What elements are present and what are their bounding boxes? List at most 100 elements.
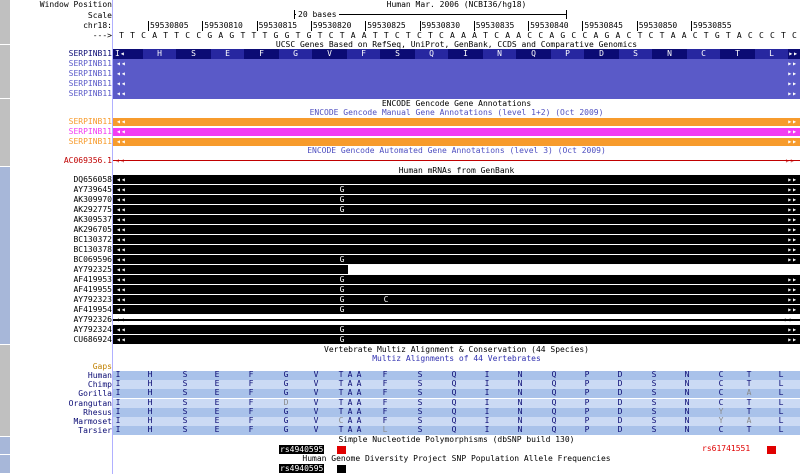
mrna-bar[interactable]: ◂◂ ▸▸ [113, 255, 800, 264]
ucsc-genes-title: UCSC Genes Based on RefSeq, UniProt, Gen… [275, 40, 638, 49]
aligned-residue: S [651, 370, 657, 379]
mrna-label[interactable]: AF419954 [73, 305, 112, 314]
mrna-label[interactable]: AY792325 [73, 265, 112, 274]
species-label[interactable]: Tarsier [78, 426, 112, 436]
ucsc-gene-alt-bar[interactable]: ◂◂ ▸▸ [113, 59, 800, 69]
gencode-manual-bar[interactable]: ◂◂ ▸▸ [113, 128, 800, 136]
species-label[interactable]: Gorilla [78, 389, 112, 399]
aligned-residue: T [746, 425, 752, 435]
ucsc-gene-main-bar[interactable]: I◂ ▸▸ H S E F G V F S Q I N Q P D S N C T L [113, 49, 800, 59]
mrna-bar[interactable]: ◂◂ ▸▸ [113, 185, 800, 194]
aligned-residue: F [248, 416, 254, 425]
mrna-bar[interactable]: ◂◂ ▸▸ [113, 245, 800, 254]
ucsc-gene-label[interactable]: SERPINB11 [68, 59, 112, 68]
aligned-residue: S [182, 388, 188, 398]
mrna-label[interactable]: AY792326 [73, 315, 112, 324]
ucsc-gene-label[interactable]: SERPINB11 [68, 69, 112, 78]
mrna-bar[interactable]: ◂◂ ▸▸ [113, 225, 800, 234]
mrna-bar[interactable]: ◂◂ ▸▸ [113, 305, 800, 314]
hgdp-snp-label[interactable]: rs4940595 [279, 464, 325, 473]
aligned-residue: I [484, 370, 490, 379]
species-label[interactable]: Human [87, 371, 112, 380]
species-label[interactable]: Orangutan [68, 398, 112, 408]
mrna-bar[interactable]: ◂◂ ▸▸ [113, 335, 800, 344]
gencode-auto-line[interactable] [113, 160, 800, 161]
sequence-base: A [218, 31, 224, 40]
alignment-row[interactable] [113, 426, 800, 436]
mrna-mismatch-base: G [339, 275, 345, 284]
gencode-manual-bar[interactable]: ◂◂ ▸▸ [113, 118, 800, 126]
mrna-mismatch-base: G [339, 205, 345, 214]
mrna-bar[interactable] [113, 319, 800, 321]
aligned-residue: G [283, 370, 289, 379]
snp-right-label[interactable]: rs61741551 [702, 444, 751, 453]
mrna-label[interactable]: BC130372 [73, 235, 112, 244]
mrna-label[interactable]: DQ656058 [73, 175, 112, 184]
mrna-bar[interactable]: ◂◂ ▸▸ [113, 235, 800, 244]
mrna-label[interactable]: CU686924 [73, 335, 112, 344]
species-label[interactable]: Chimp [87, 380, 112, 390]
aligned-residue: G [283, 406, 289, 416]
mrna-bar[interactable]: ◂◂ ▸▸ [113, 215, 800, 224]
mrna-label[interactable]: AY792324 [73, 325, 112, 334]
amino-acid-cell: V [313, 49, 346, 59]
mrna-label[interactable]: BC130378 [73, 245, 112, 254]
mrna-label[interactable]: AK296705 [73, 225, 112, 234]
aligned-residue: A [347, 416, 353, 425]
gutter-button-position[interactable] [0, 0, 10, 45]
mrna-bar[interactable]: ◂◂ [113, 265, 348, 274]
mrna-bar[interactable]: ◂◂ ▸▸ [113, 295, 800, 304]
gutter-button-hgdp[interactable] [0, 455, 10, 474]
ucsc-gene-label[interactable]: SERPINB11 [68, 89, 112, 98]
ucsc-gene-alt-bar[interactable]: ◂◂ ▸▸ [113, 89, 800, 99]
gutter-button-gencode[interactable] [0, 99, 10, 167]
gencode-manual-label[interactable]: SERPINB11 [68, 127, 112, 136]
mrna-bar[interactable]: ◂◂ ▸▸ [113, 175, 800, 184]
aligned-residue: A [356, 397, 362, 407]
mrna-label[interactable]: AK309537 [73, 215, 112, 224]
aligned-residue: I [115, 425, 121, 435]
track-arrow-icon: ◂◂ [116, 69, 126, 78]
alignment-row[interactable] [113, 398, 800, 408]
gutter-button-snp[interactable] [0, 437, 10, 455]
gutter-button-multiz[interactable] [0, 345, 10, 437]
gencode-manual-bar[interactable]: ◂◂ ▸▸ [113, 138, 800, 146]
mrna-label[interactable]: AY792323 [73, 295, 112, 304]
amino-acid-cell: S [177, 49, 210, 59]
species-label[interactable]: Marmoset [73, 417, 112, 426]
gencode-manual-label[interactable]: SERPINB11 [68, 117, 112, 126]
gutter-button-ucsc-genes[interactable] [0, 45, 10, 99]
mrna-label[interactable]: AK292775 [73, 205, 112, 214]
ucsc-gene-label[interactable]: SERPINB11 [68, 49, 112, 58]
mrna-bar[interactable]: ◂◂ ▸▸ [113, 275, 800, 284]
snp-left-mark[interactable] [337, 446, 346, 454]
alignment-row[interactable] [113, 389, 800, 399]
gencode-auto-label[interactable]: AC069356.1 [63, 156, 112, 165]
aligned-residue: N [517, 406, 523, 416]
mrna-bar[interactable]: ◂◂ ▸▸ [113, 285, 800, 294]
gencode-manual-label[interactable]: SERPINB11 [68, 137, 112, 146]
mrna-bar[interactable]: ◂◂ ▸▸ [113, 195, 800, 204]
mrna-label[interactable]: AF419953 [73, 275, 112, 284]
alignment-row[interactable] [113, 380, 800, 390]
mrna-label[interactable]: AY739645 [73, 185, 112, 194]
gutter-button-mrna[interactable] [0, 167, 10, 345]
mrna-label[interactable]: AK309970 [73, 195, 112, 204]
aligned-residue: I [115, 397, 121, 407]
ucsc-gene-alt-bar[interactable]: ◂◂ ▸▸ [113, 69, 800, 79]
alignment-row[interactable] [113, 417, 800, 426]
mrna-label[interactable]: AF419955 [73, 285, 112, 294]
snp-right-mark[interactable] [767, 446, 776, 454]
alignment-row[interactable] [113, 371, 800, 380]
snp-left-label[interactable]: rs4940595 [279, 445, 325, 454]
ucsc-gene-label[interactable]: SERPINB11 [68, 79, 112, 88]
mrna-label[interactable]: BC069596 [73, 255, 112, 264]
ucsc-gene-alt-bar[interactable]: ◂◂ ▸▸ [113, 79, 800, 89]
aligned-residue: S [651, 425, 657, 435]
mrna-bar[interactable]: ◂◂ ▸▸ [113, 325, 800, 334]
aligned-residue: L [778, 406, 784, 416]
hgdp-snp-mark[interactable] [337, 465, 346, 473]
species-label[interactable]: Rhesus [83, 407, 112, 417]
mrna-bar[interactable]: ◂◂ ▸▸ [113, 205, 800, 214]
alignment-row[interactable] [113, 407, 800, 417]
